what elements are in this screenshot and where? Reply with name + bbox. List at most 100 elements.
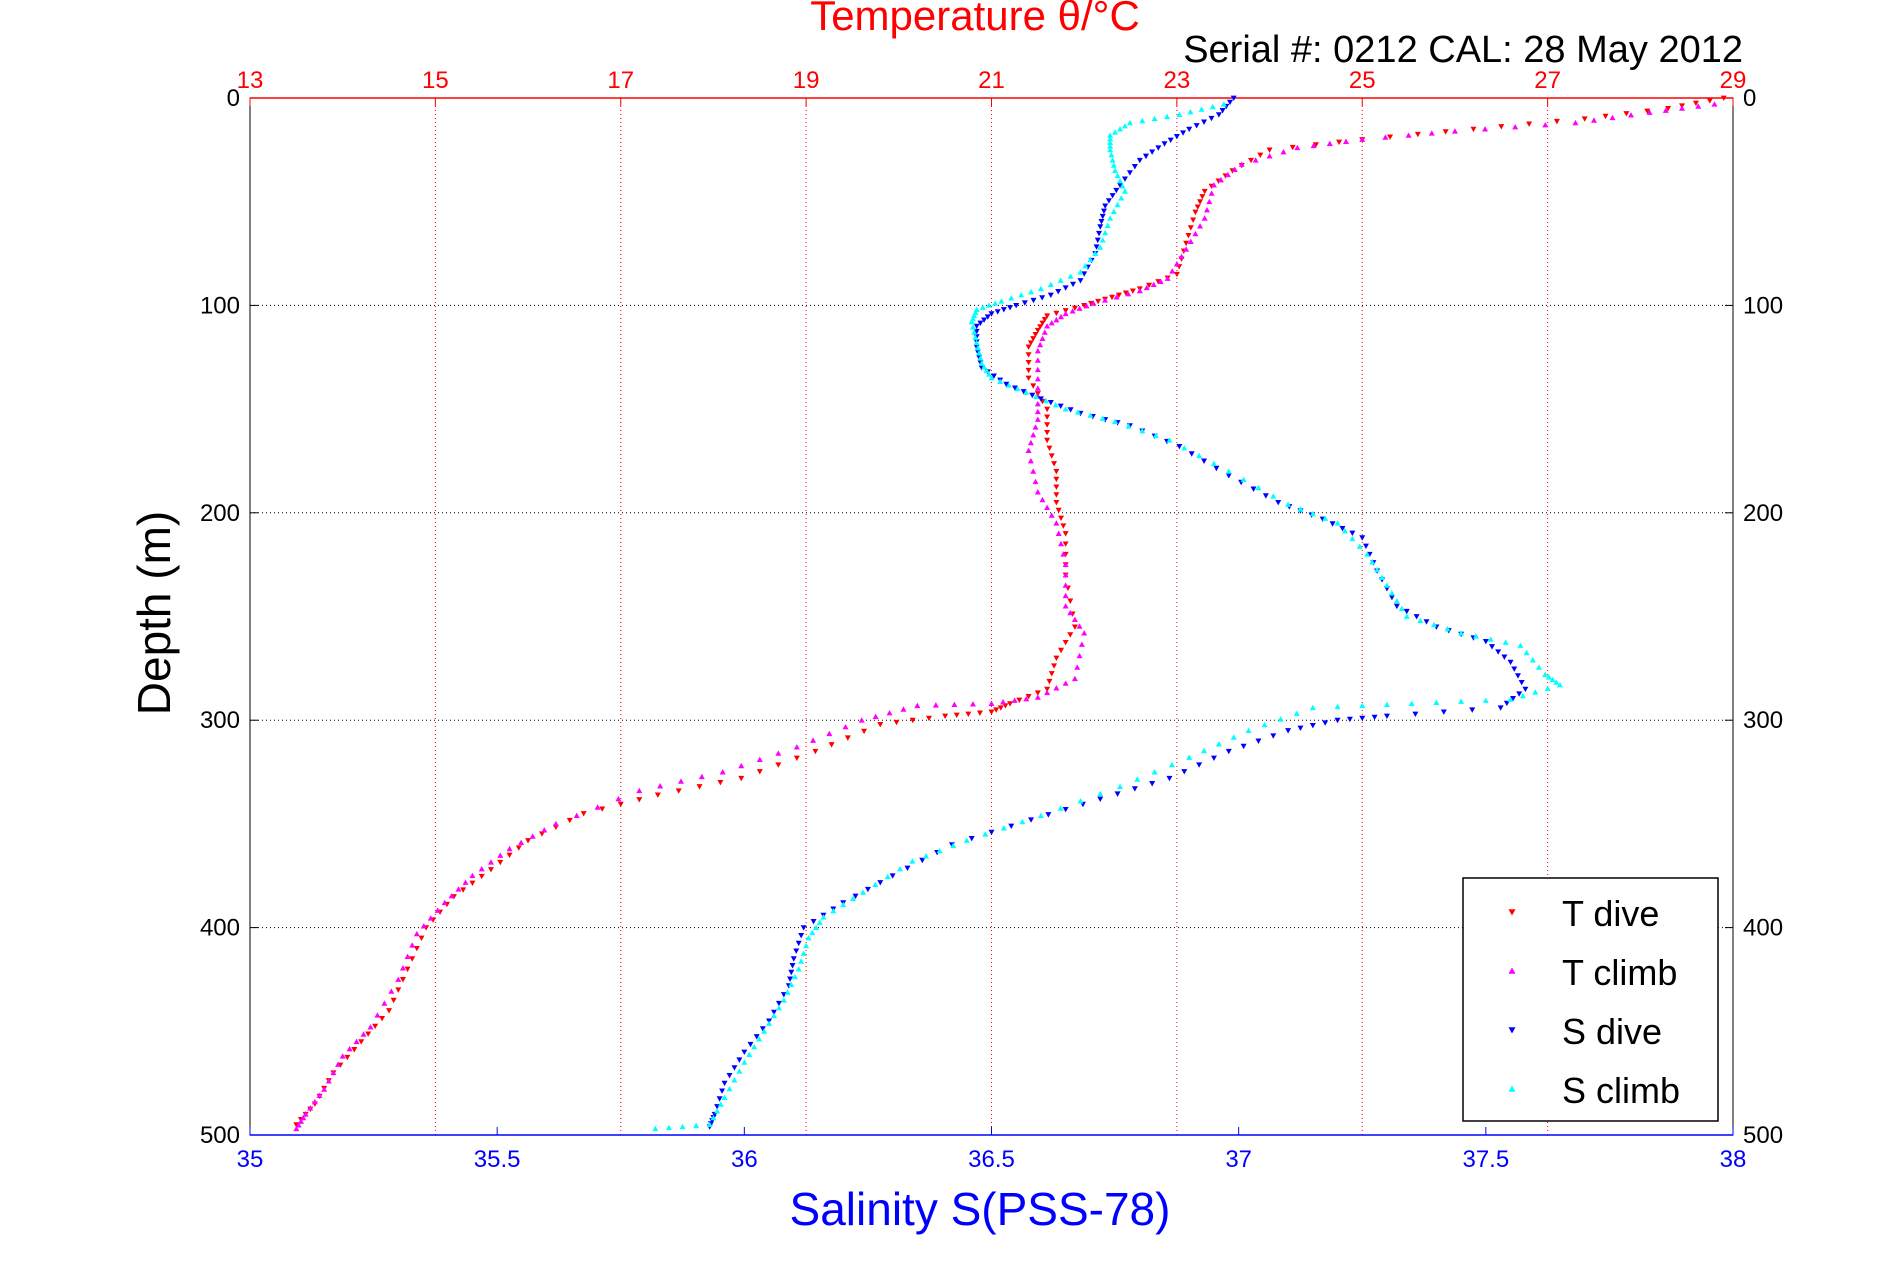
data-point-s-dive xyxy=(1346,716,1353,723)
data-point-s-climb xyxy=(1082,262,1089,269)
data-point-t-dive xyxy=(775,762,782,768)
data-point-s-climb xyxy=(1057,277,1064,283)
data-point-s-dive xyxy=(1219,108,1226,114)
data-point-s-climb xyxy=(803,942,810,949)
data-point-t-climb xyxy=(1310,142,1317,149)
data-point-t-climb xyxy=(529,833,536,839)
data-point-s-climb xyxy=(1126,119,1133,126)
data-point-t-climb xyxy=(1679,105,1686,111)
data-point-s-dive xyxy=(793,948,800,954)
data-point-s-dive xyxy=(1489,644,1496,650)
data-point-t-dive xyxy=(1201,188,1208,195)
data-point-t-climb xyxy=(1169,268,1176,274)
data-point-s-dive xyxy=(1077,278,1084,284)
legend: T dive T climb S dive S climb xyxy=(1462,877,1719,1122)
data-point-t-dive xyxy=(1194,204,1201,210)
data-point-t-dive xyxy=(1071,624,1078,630)
data-point-s-dive xyxy=(904,865,911,871)
data-point-t-dive xyxy=(399,977,406,983)
data-point-s-dive xyxy=(1201,119,1208,125)
data-point-s-dive xyxy=(1131,786,1138,792)
data-point-t-dive xyxy=(1553,118,1560,125)
data-point-t-climb xyxy=(367,1024,374,1030)
data-point-t-dive xyxy=(997,705,1004,711)
data-point-s-dive xyxy=(1062,806,1069,813)
data-point-s-climb xyxy=(1369,559,1376,565)
data-point-t-dive xyxy=(877,721,884,728)
data-point-s-climb xyxy=(973,339,980,346)
data-point-s-dive xyxy=(1008,823,1015,829)
data-point-s-climb xyxy=(1151,769,1158,775)
data-point-s-dive xyxy=(1349,530,1356,537)
data-point-s-dive xyxy=(1393,603,1400,610)
data-point-s-climb xyxy=(1383,701,1390,708)
data-point-t-climb xyxy=(1032,424,1039,430)
depth-tick-label-right: 400 xyxy=(1743,915,1783,942)
data-point-s-dive xyxy=(1210,755,1217,762)
data-point-t-climb xyxy=(1359,136,1366,142)
data-point-t-dive xyxy=(1185,233,1192,239)
data-point-s-climb xyxy=(1107,146,1114,153)
data-point-s-climb xyxy=(1356,543,1363,549)
data-point-t-climb xyxy=(1039,335,1046,341)
data-point-t-climb xyxy=(413,930,420,937)
data-point-s-climb xyxy=(973,306,980,312)
data-point-t-dive xyxy=(1032,332,1039,338)
data-point-t-climb xyxy=(1067,609,1074,616)
data-point-s-climb xyxy=(746,1051,753,1058)
data-point-t-climb xyxy=(1062,310,1069,317)
data-point-t-climb xyxy=(1076,305,1083,311)
data-point-t-climb xyxy=(302,1111,309,1117)
salinity-tick-label: 35 xyxy=(237,1146,264,1173)
data-point-s-dive xyxy=(990,373,997,379)
data-point-t-dive xyxy=(478,873,485,880)
data-point-s-climb xyxy=(1388,590,1395,596)
data-point-t-climb xyxy=(886,709,893,716)
data-point-s-dive xyxy=(994,309,1001,315)
data-point-s-climb xyxy=(795,966,802,972)
data-point-t-dive xyxy=(1034,327,1041,334)
data-point-s-dive xyxy=(1362,543,1369,549)
data-point-s-climb xyxy=(1075,409,1082,415)
data-point-s-climb xyxy=(665,1124,672,1131)
data-point-s-dive xyxy=(790,956,797,962)
data-point-t-climb xyxy=(1542,121,1549,128)
data-point-t-dive xyxy=(365,1031,372,1037)
data-point-s-dive xyxy=(1240,743,1247,750)
data-point-s-climb xyxy=(1379,574,1386,581)
data-point-s-climb xyxy=(1556,681,1563,688)
data-point-s-climb xyxy=(1077,798,1084,804)
data-point-s-dive xyxy=(1469,707,1476,713)
data-point-s-climb xyxy=(1549,676,1556,683)
data-point-t-climb xyxy=(469,872,476,879)
data-point-t-climb xyxy=(1076,623,1083,629)
data-point-s-dive xyxy=(788,969,795,976)
data-point-s-climb xyxy=(978,360,985,366)
data-point-s-climb xyxy=(800,950,807,956)
data-point-t-climb xyxy=(932,702,939,708)
data-point-s-dive xyxy=(1013,303,1020,309)
data-point-t-dive xyxy=(1062,541,1069,547)
data-point-s-dive xyxy=(1501,654,1508,660)
data-point-s-climb xyxy=(859,889,866,895)
legend-marker xyxy=(1508,967,1516,974)
data-point-s-dive xyxy=(1021,300,1028,306)
data-point-t-dive xyxy=(1053,468,1060,475)
data-point-s-climb xyxy=(1374,566,1381,573)
data-point-s-dive xyxy=(1495,649,1502,655)
data-point-s-dive xyxy=(1339,525,1346,532)
data-point-t-dive xyxy=(1055,507,1062,514)
data-point-t-climb xyxy=(1044,689,1051,696)
data-point-t-dive xyxy=(1044,313,1051,319)
data-point-s-climb xyxy=(1349,535,1356,542)
data-point-s-dive xyxy=(1250,486,1257,492)
data-point-s-climb xyxy=(1322,515,1329,521)
depth-tick-label-left: 0 xyxy=(227,85,240,112)
data-point-s-dive xyxy=(1166,775,1173,782)
data-point-s-dive xyxy=(1081,271,1088,277)
data-point-t-climb xyxy=(858,717,865,723)
data-point-t-climb xyxy=(295,1122,302,1128)
salinity-tick-label: 36.5 xyxy=(968,1146,1015,1173)
data-point-s-dive xyxy=(1173,133,1180,140)
data-point-s-climb xyxy=(1107,135,1114,142)
